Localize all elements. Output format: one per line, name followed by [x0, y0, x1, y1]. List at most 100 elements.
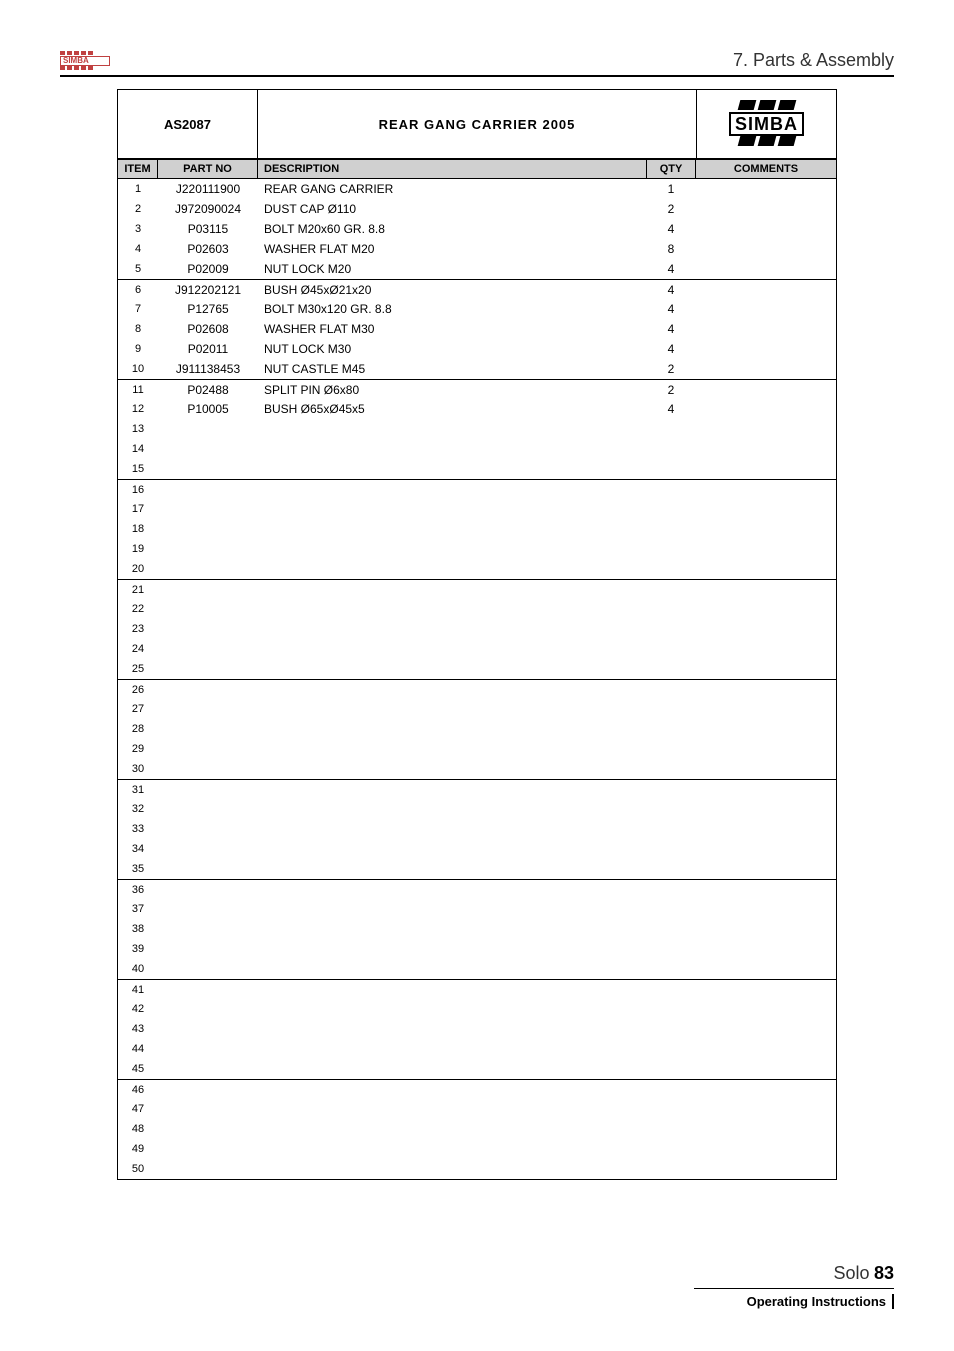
cell-qty: 8: [646, 242, 696, 256]
cell-item: 35: [118, 863, 158, 875]
cell-description: NUT CASTLE M45: [258, 362, 646, 376]
table-row: 48: [118, 1119, 836, 1139]
table-row: 9P02011NUT LOCK M304: [118, 339, 836, 359]
table-logo-cell: SIMBA: [696, 90, 836, 158]
table-row: 38: [118, 919, 836, 939]
cell-item: 8: [118, 323, 158, 335]
cell-item: 2: [118, 203, 158, 215]
cell-qty: 4: [646, 222, 696, 236]
cell-item: 4: [118, 243, 158, 255]
table-row: 19: [118, 539, 836, 559]
table-row: 33: [118, 819, 836, 839]
cell-item: 24: [118, 643, 158, 655]
cell-item: 48: [118, 1123, 158, 1135]
table-row: 43: [118, 1019, 836, 1039]
cell-description: WASHER FLAT M30: [258, 322, 646, 336]
cell-description: BOLT M20x60 GR. 8.8: [258, 222, 646, 236]
table-row: 47: [118, 1099, 836, 1119]
cell-item: 16: [118, 484, 158, 496]
table-row: 49: [118, 1139, 836, 1159]
simba-logo-text: SIMBA: [729, 112, 804, 136]
cell-item: 23: [118, 623, 158, 635]
table-row: 11P02488SPLIT PIN Ø6x802: [118, 379, 836, 399]
cell-item: 15: [118, 463, 158, 475]
table-row: 34: [118, 839, 836, 859]
cell-qty: 4: [646, 342, 696, 356]
cell-item: 22: [118, 603, 158, 615]
cell-qty: 2: [646, 202, 696, 216]
cell-item: 21: [118, 584, 158, 596]
cell-item: 46: [118, 1084, 158, 1096]
cell-description: BUSH Ø45xØ21x20: [258, 283, 646, 297]
cell-item: 5: [118, 263, 158, 275]
cell-qty: 2: [646, 362, 696, 376]
cell-partno: J912202121: [158, 283, 258, 297]
table-row: 4P02603WASHER FLAT M208: [118, 239, 836, 259]
footer-divider: [694, 1288, 894, 1289]
cell-item: 38: [118, 923, 158, 935]
page-header: SIMBA 7. Parts & Assembly: [60, 50, 894, 77]
col-header-item: ITEM: [118, 160, 158, 178]
cell-qty: 4: [646, 283, 696, 297]
cell-qty: 4: [646, 402, 696, 416]
cell-item: 41: [118, 984, 158, 996]
cell-description: NUT LOCK M20: [258, 262, 646, 276]
cell-partno: P10005: [158, 402, 258, 416]
cell-item: 37: [118, 903, 158, 915]
cell-description: NUT LOCK M30: [258, 342, 646, 356]
cell-qty: 4: [646, 262, 696, 276]
cell-item: 7: [118, 303, 158, 315]
header-logo-area: SIMBA: [60, 51, 110, 71]
cell-partno: P02603: [158, 242, 258, 256]
cell-description: BOLT M30x120 GR. 8.8: [258, 302, 646, 316]
cell-item: 28: [118, 723, 158, 735]
cell-partno: P02011: [158, 342, 258, 356]
footer-instructions: Operating Instructions: [747, 1294, 894, 1309]
cell-item: 1: [118, 183, 158, 195]
cell-item: 30: [118, 763, 158, 775]
cell-item: 42: [118, 1003, 158, 1015]
table-row: 30: [118, 759, 836, 779]
cell-item: 18: [118, 523, 158, 535]
cell-item: 29: [118, 743, 158, 755]
table-column-headers: ITEM PART NO DESCRIPTION QTY COMMENTS: [118, 160, 836, 179]
table-row: 25: [118, 659, 836, 679]
table-row: 39: [118, 939, 836, 959]
simba-small-logo: SIMBA: [60, 51, 110, 71]
cell-partno: J972090024: [158, 202, 258, 216]
table-row: 32: [118, 799, 836, 819]
cell-item: 45: [118, 1063, 158, 1075]
table-row: 28: [118, 719, 836, 739]
cell-item: 43: [118, 1023, 158, 1035]
cell-item: 9: [118, 343, 158, 355]
cell-item: 19: [118, 543, 158, 555]
table-row: 29: [118, 739, 836, 759]
table-row: 37: [118, 899, 836, 919]
cell-partno: J911138453: [158, 362, 258, 376]
cell-qty: 1: [646, 182, 696, 196]
table-row: 6J912202121BUSH Ø45xØ21x204: [118, 279, 836, 299]
cell-item: 40: [118, 963, 158, 975]
cell-description: SPLIT PIN Ø6x80: [258, 383, 646, 397]
cell-description: REAR GANG CARRIER: [258, 182, 646, 196]
table-body: 1J220111900REAR GANG CARRIER12J972090024…: [118, 179, 836, 1179]
cell-item: 26: [118, 684, 158, 696]
table-row: 13: [118, 419, 836, 439]
table-row: 45: [118, 1059, 836, 1079]
table-row: 12P10005BUSH Ø65xØ45x54: [118, 399, 836, 419]
cell-item: 33: [118, 823, 158, 835]
cell-item: 27: [118, 703, 158, 715]
col-header-comments: COMMENTS: [696, 160, 836, 178]
cell-qty: 4: [646, 302, 696, 316]
table-title: REAR GANG CARRIER 2005: [258, 90, 696, 158]
cell-item: 32: [118, 803, 158, 815]
cell-item: 6: [118, 284, 158, 296]
col-header-partno: PART NO: [158, 160, 258, 178]
table-row: 27: [118, 699, 836, 719]
cell-item: 39: [118, 943, 158, 955]
cell-item: 25: [118, 663, 158, 675]
cell-description: WASHER FLAT M20: [258, 242, 646, 256]
cell-item: 47: [118, 1103, 158, 1115]
table-row: 2J972090024DUST CAP Ø1102: [118, 199, 836, 219]
cell-qty: 2: [646, 383, 696, 397]
